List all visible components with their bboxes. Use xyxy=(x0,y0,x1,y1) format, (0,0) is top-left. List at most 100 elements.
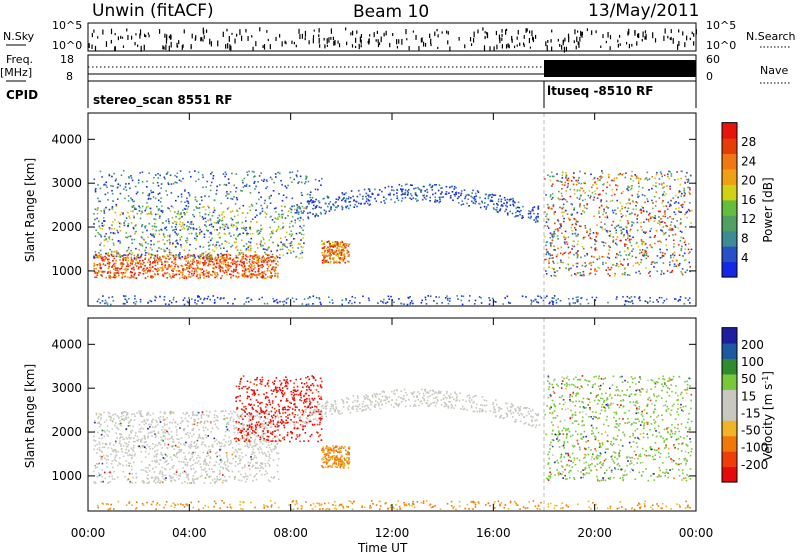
velocity-echo xyxy=(102,463,104,465)
nsky-sample xyxy=(517,44,518,46)
power-echo xyxy=(270,264,272,266)
power-echo xyxy=(675,208,677,210)
power-echo xyxy=(252,171,254,173)
power-echo xyxy=(270,216,272,218)
power-echo xyxy=(282,249,284,251)
power-echo xyxy=(385,303,387,305)
power-echo xyxy=(218,222,220,224)
nsky-sample xyxy=(501,34,502,37)
power-echo xyxy=(622,296,624,298)
power-echo xyxy=(241,190,243,192)
power-echo xyxy=(279,216,281,218)
power-echo xyxy=(410,302,412,304)
power-echo xyxy=(107,303,109,305)
power-echo xyxy=(334,252,336,254)
power-echo xyxy=(277,218,279,220)
power-echo xyxy=(144,210,146,212)
nsky-sample xyxy=(425,43,426,47)
power-echo xyxy=(116,256,118,258)
power-echo xyxy=(686,172,688,174)
power-echo xyxy=(297,206,299,208)
power-echo xyxy=(605,242,607,244)
power-echo xyxy=(299,220,301,222)
power-echo xyxy=(563,204,565,206)
power-echo xyxy=(440,197,442,199)
power-echo xyxy=(531,301,533,303)
power-echo xyxy=(455,193,457,195)
nsky-sample xyxy=(115,46,116,51)
power-echo xyxy=(558,199,560,201)
power-echo xyxy=(164,273,166,275)
power-echo xyxy=(458,202,460,204)
velocity-echo xyxy=(132,482,134,484)
power-echo xyxy=(205,213,207,215)
power-echo xyxy=(341,304,343,306)
velocity-echo xyxy=(113,471,115,473)
power-echo xyxy=(154,268,156,270)
power-echo xyxy=(347,243,349,245)
power-echo xyxy=(634,214,636,216)
power-echo xyxy=(429,185,431,187)
power-echo xyxy=(264,212,266,214)
power-echo xyxy=(669,264,671,266)
velocity-echo xyxy=(126,460,128,462)
power-echo xyxy=(331,299,333,301)
power-echo xyxy=(631,175,633,177)
power-echo xyxy=(615,232,617,234)
power-echo xyxy=(303,225,305,227)
power-echo xyxy=(241,259,243,261)
velocity-echo xyxy=(256,436,258,438)
power-echo xyxy=(267,186,269,188)
velocity-echo xyxy=(139,428,141,430)
power-echo xyxy=(397,195,399,197)
nsky-sample xyxy=(600,46,601,48)
power-echo xyxy=(235,270,237,272)
power-echo xyxy=(131,239,133,241)
velocity-echo xyxy=(250,437,252,439)
power-echo xyxy=(109,239,111,241)
power-echo xyxy=(546,259,548,261)
power-echo xyxy=(683,190,685,192)
power-echo xyxy=(569,303,571,305)
velocity-echo xyxy=(273,449,275,451)
velocity-echo xyxy=(165,469,167,471)
power-echo xyxy=(236,229,238,231)
power-echo xyxy=(674,255,676,257)
power-echo xyxy=(189,244,191,246)
power-echo xyxy=(251,276,253,278)
power-echo xyxy=(608,174,610,176)
nsky-sample xyxy=(91,45,92,49)
power-echo xyxy=(256,215,258,217)
power-echo xyxy=(197,295,199,297)
power-echo xyxy=(173,183,175,185)
power-echo xyxy=(546,242,548,244)
power-echo xyxy=(629,203,631,205)
power-echo xyxy=(480,297,482,299)
power-colorbar-swatch xyxy=(722,169,737,185)
power-echo xyxy=(368,196,370,198)
power-echo xyxy=(116,252,118,254)
power-echo xyxy=(631,245,633,247)
power-echo xyxy=(127,265,129,267)
power-echo xyxy=(296,209,298,211)
nsky-sample xyxy=(655,38,656,42)
power-echo xyxy=(255,271,257,273)
power-echo xyxy=(109,249,111,251)
power-echo xyxy=(239,254,241,256)
power-echo xyxy=(614,273,616,275)
power-echo xyxy=(126,232,128,234)
power-echo xyxy=(548,260,550,262)
power-echo xyxy=(556,300,558,302)
power-echo xyxy=(164,267,166,269)
power-echo xyxy=(548,262,550,264)
power-echo xyxy=(557,230,559,232)
power-echo xyxy=(296,204,298,206)
velocity-echo xyxy=(234,438,236,440)
power-echo xyxy=(226,255,228,257)
power-colorbar-tick-label: 24 xyxy=(741,154,756,168)
power-echo xyxy=(383,302,385,304)
power-echo xyxy=(615,210,617,212)
power-echo xyxy=(134,295,136,297)
nsky-sample xyxy=(511,36,512,41)
power-echo xyxy=(352,196,354,198)
